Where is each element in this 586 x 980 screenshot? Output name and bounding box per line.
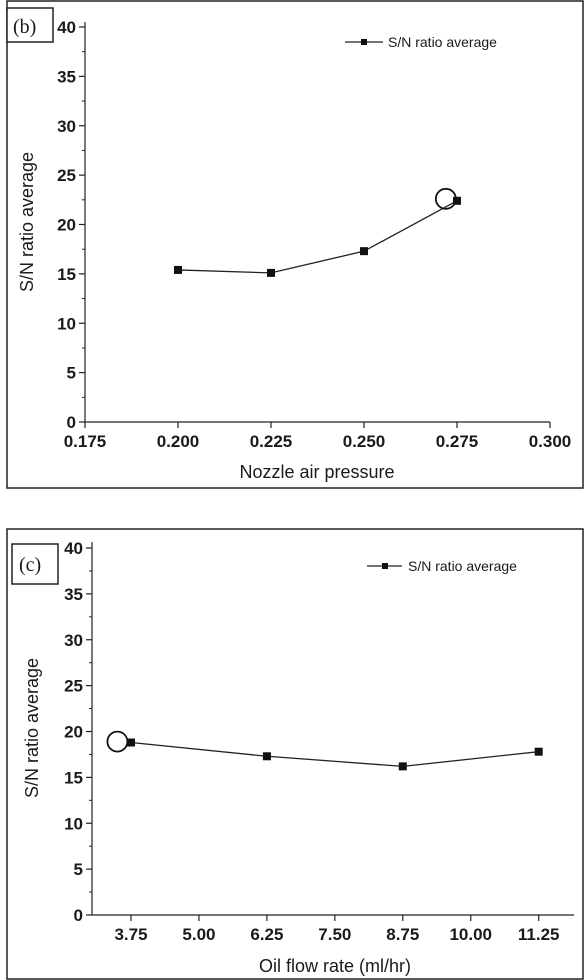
- x-tick-label: 0.225: [250, 432, 293, 451]
- legend: S/N ratio average: [345, 34, 497, 50]
- panel-label: (c): [19, 554, 41, 576]
- chart-c-svg: (c) 0 5 10 15 20 25 30 35 40 3.75 5.00 6.25 7.50 8.75…: [6, 528, 584, 980]
- x-tick-label: 0.275: [436, 432, 479, 451]
- series-line: [177, 200, 458, 274]
- y-tick-label: 10: [64, 814, 83, 833]
- x-axis-label: Nozzle air pressure: [239, 462, 394, 482]
- legend-swatch-marker: [382, 563, 388, 569]
- y-tick-label: 25: [64, 677, 83, 696]
- outer-frame: [6, 528, 584, 980]
- y-tick-label: 5: [74, 860, 83, 879]
- x-tick-label: 0.175: [64, 432, 107, 451]
- x-tick-label: 6.25: [250, 925, 283, 944]
- x-tick-label: 5.00: [182, 925, 215, 944]
- y-tick-label: 15: [64, 768, 83, 787]
- data-point-marker: [174, 265, 182, 274]
- panel-label-box: [6, 7, 54, 43]
- data-point-marker: [127, 738, 135, 747]
- y-tick-label: 5: [67, 364, 76, 383]
- y-tick-label: 0: [74, 906, 83, 925]
- x-tick-label: 0.200: [157, 432, 200, 451]
- y-tick-label: 20: [64, 723, 83, 742]
- y-tick-label: 0: [67, 413, 76, 432]
- y-tick-label: 10: [57, 314, 76, 333]
- y-tick-label: 35: [57, 67, 76, 86]
- data-point-marker: [267, 268, 275, 277]
- y-tick-label: 40: [64, 539, 83, 558]
- y-tick-label: 30: [57, 117, 76, 136]
- y-axis-label: S/N ratio average: [17, 152, 37, 292]
- data-point-marker: [360, 247, 368, 256]
- outer-frame: [6, 0, 584, 489]
- chart-panel-c: (c) 0 5 10 15 20 25 30 35 40 3.75 5.00 6.25 7.50 8.75…: [0, 528, 586, 980]
- highlight-circle: [106, 730, 129, 753]
- x-axis-label: Oil flow rate (ml/hr): [259, 956, 411, 976]
- y-tick-label: 25: [57, 166, 76, 185]
- x-tick-label: 0.250: [343, 432, 386, 451]
- y-axis-label: S/N ratio average: [22, 658, 42, 798]
- legend-label: S/N ratio average: [408, 558, 517, 574]
- y-tick-label: 30: [64, 631, 83, 650]
- x-tick-label: 10.00: [449, 925, 492, 944]
- data-point-marker: [262, 752, 271, 761]
- series-line: [130, 741, 539, 768]
- chart-panel-b: (b) 0 5 10 15 20 25 30 35 40 0.175 0.200 0.225 0.250…: [6, 0, 584, 489]
- x-tick-label: 8.75: [386, 925, 419, 944]
- x-tick-label: 11.25: [518, 925, 560, 944]
- x-tick-label: 7.50: [318, 925, 351, 944]
- legend-swatch-marker: [361, 39, 367, 45]
- y-tick-label: 15: [57, 265, 76, 284]
- legend: S/N ratio average: [367, 558, 517, 574]
- y-tick-label: 40: [57, 18, 76, 37]
- x-tick-label: 0.300: [529, 432, 572, 451]
- panel-label-box: [11, 543, 59, 585]
- y-tick-label: 20: [57, 216, 76, 235]
- panel-label: (b): [13, 16, 36, 38]
- highlight-circle: [434, 187, 457, 210]
- data-point-marker: [398, 762, 407, 771]
- y-tick-label: 35: [64, 585, 83, 604]
- x-tick-label: 3.75: [114, 925, 147, 944]
- chart-b-svg: (b) 0 5 10 15 20 25 30 35 40 0.175 0.200 0.225 0.250…: [6, 0, 584, 489]
- data-point-marker: [534, 747, 543, 756]
- legend-label: S/N ratio average: [388, 34, 497, 50]
- data-point-marker: [453, 196, 461, 205]
